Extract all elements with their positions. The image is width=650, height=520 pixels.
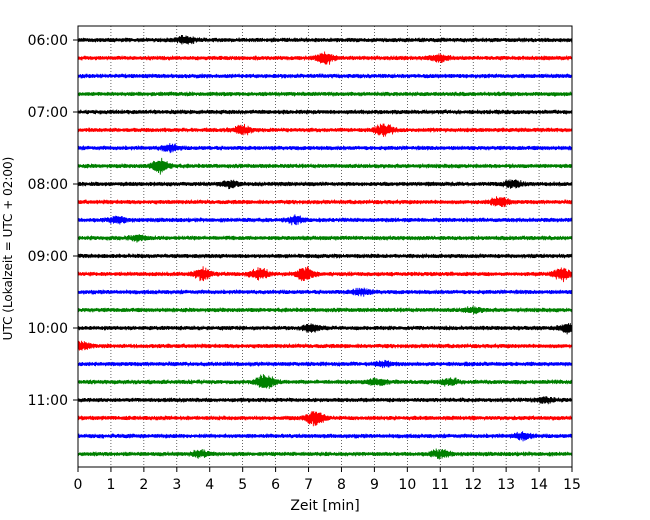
x-tick-label: 15 [563,477,581,493]
y-tick-label: 11:00 [28,393,68,409]
trace-0845 [77,233,573,243]
x-tick-label: 1 [106,477,115,493]
trace-0615 [77,51,573,65]
y-tick-label: 07:00 [28,105,68,121]
x-tick-label: 2 [139,477,148,493]
x-tick-label: 9 [370,477,379,493]
x-axis-ticks: 0 1 2 3 4 5 6 7 8 9 10 11 12 13 14 15 [74,467,581,493]
trace-0830 [77,214,573,226]
x-tick-label: 11 [431,477,449,493]
y-tick-label: 06:00 [28,33,68,49]
x-tick-label: 13 [497,477,515,493]
x-axis-label: Zeit [min] [290,498,359,514]
trace-0700 [77,109,573,115]
x-tick-label: 7 [304,477,313,493]
trace-0745 [77,157,573,175]
x-tick-label: 12 [464,477,482,493]
x-tick-label: 5 [238,477,247,493]
trace-0600 [77,34,573,45]
trace-1015 [77,340,573,351]
x-tick-label: 10 [398,477,416,493]
y-axis-label: UTC (Lokalzeit = UTC + 02:00) [1,157,15,341]
trace-0645 [77,91,573,97]
y-tick-label: 09:00 [28,249,68,265]
y-tick-label: 08:00 [28,177,68,193]
x-tick-label: 6 [271,477,280,493]
trace-1145 [77,448,573,460]
trace-1000 [77,323,573,335]
plot-frame [77,25,573,468]
trace-0915 [77,266,573,283]
trace-1045 [77,374,573,389]
y-axis-ticks: 06:00 07:00 08:00 09:00 10:00 11:00 [28,33,78,409]
trace-0945 [77,305,573,315]
trace-0630 [77,73,573,79]
trace-1100 [77,395,573,405]
x-tick-label: 8 [337,477,346,493]
x-tick-label: 14 [530,477,548,493]
trace-0815 [77,196,573,208]
trace-0930 [77,287,573,297]
seismic-traces [77,34,573,460]
trace-1115 [77,410,573,427]
x-tick-label: 4 [205,477,214,493]
trace-1030 [77,359,573,369]
trace-1130 [77,431,573,442]
y-tick-label: 10:00 [28,321,68,337]
x-tick-label: 3 [172,477,181,493]
trace-0730 [77,143,573,154]
x-tick-label: 0 [74,477,83,493]
trace-0900 [77,253,573,259]
trace-0800 [77,179,573,190]
trace-0715 [77,123,573,137]
